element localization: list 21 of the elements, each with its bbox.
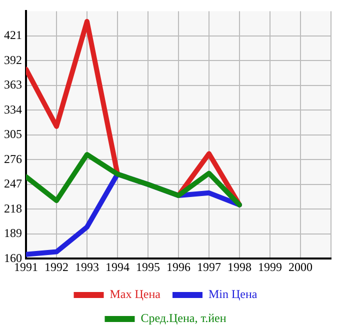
y-tick-label: 334 <box>4 102 22 116</box>
y-tick-label: 392 <box>4 52 22 67</box>
y-tick-label: 247 <box>4 176 22 191</box>
x-tick-label: 1993 <box>75 260 99 274</box>
legend-label: Min Цена <box>208 287 258 302</box>
y-tick-label: 421 <box>4 28 22 42</box>
y-tick-label: 305 <box>4 127 22 142</box>
x-tick-label: 1995 <box>136 260 160 274</box>
y-tick-label: 276 <box>4 152 22 166</box>
x-tick-label: 2000 <box>288 260 312 274</box>
y-tick-label: 218 <box>4 201 22 216</box>
x-tick-label: 1994 <box>106 260 130 274</box>
y-tick-label: 189 <box>4 226 22 240</box>
y-tick-label: 363 <box>4 78 22 92</box>
x-tick-label: 1996 <box>166 260 190 274</box>
legend-label: Max Цена <box>110 287 162 302</box>
x-tick-label: 1992 <box>44 260 68 274</box>
x-tick-label: 1997 <box>197 260 221 274</box>
legend-label: Сред.Цена, т.йен <box>140 311 227 326</box>
x-tick-label: 1999 <box>258 260 282 274</box>
x-tick-label: 1998 <box>228 260 252 274</box>
